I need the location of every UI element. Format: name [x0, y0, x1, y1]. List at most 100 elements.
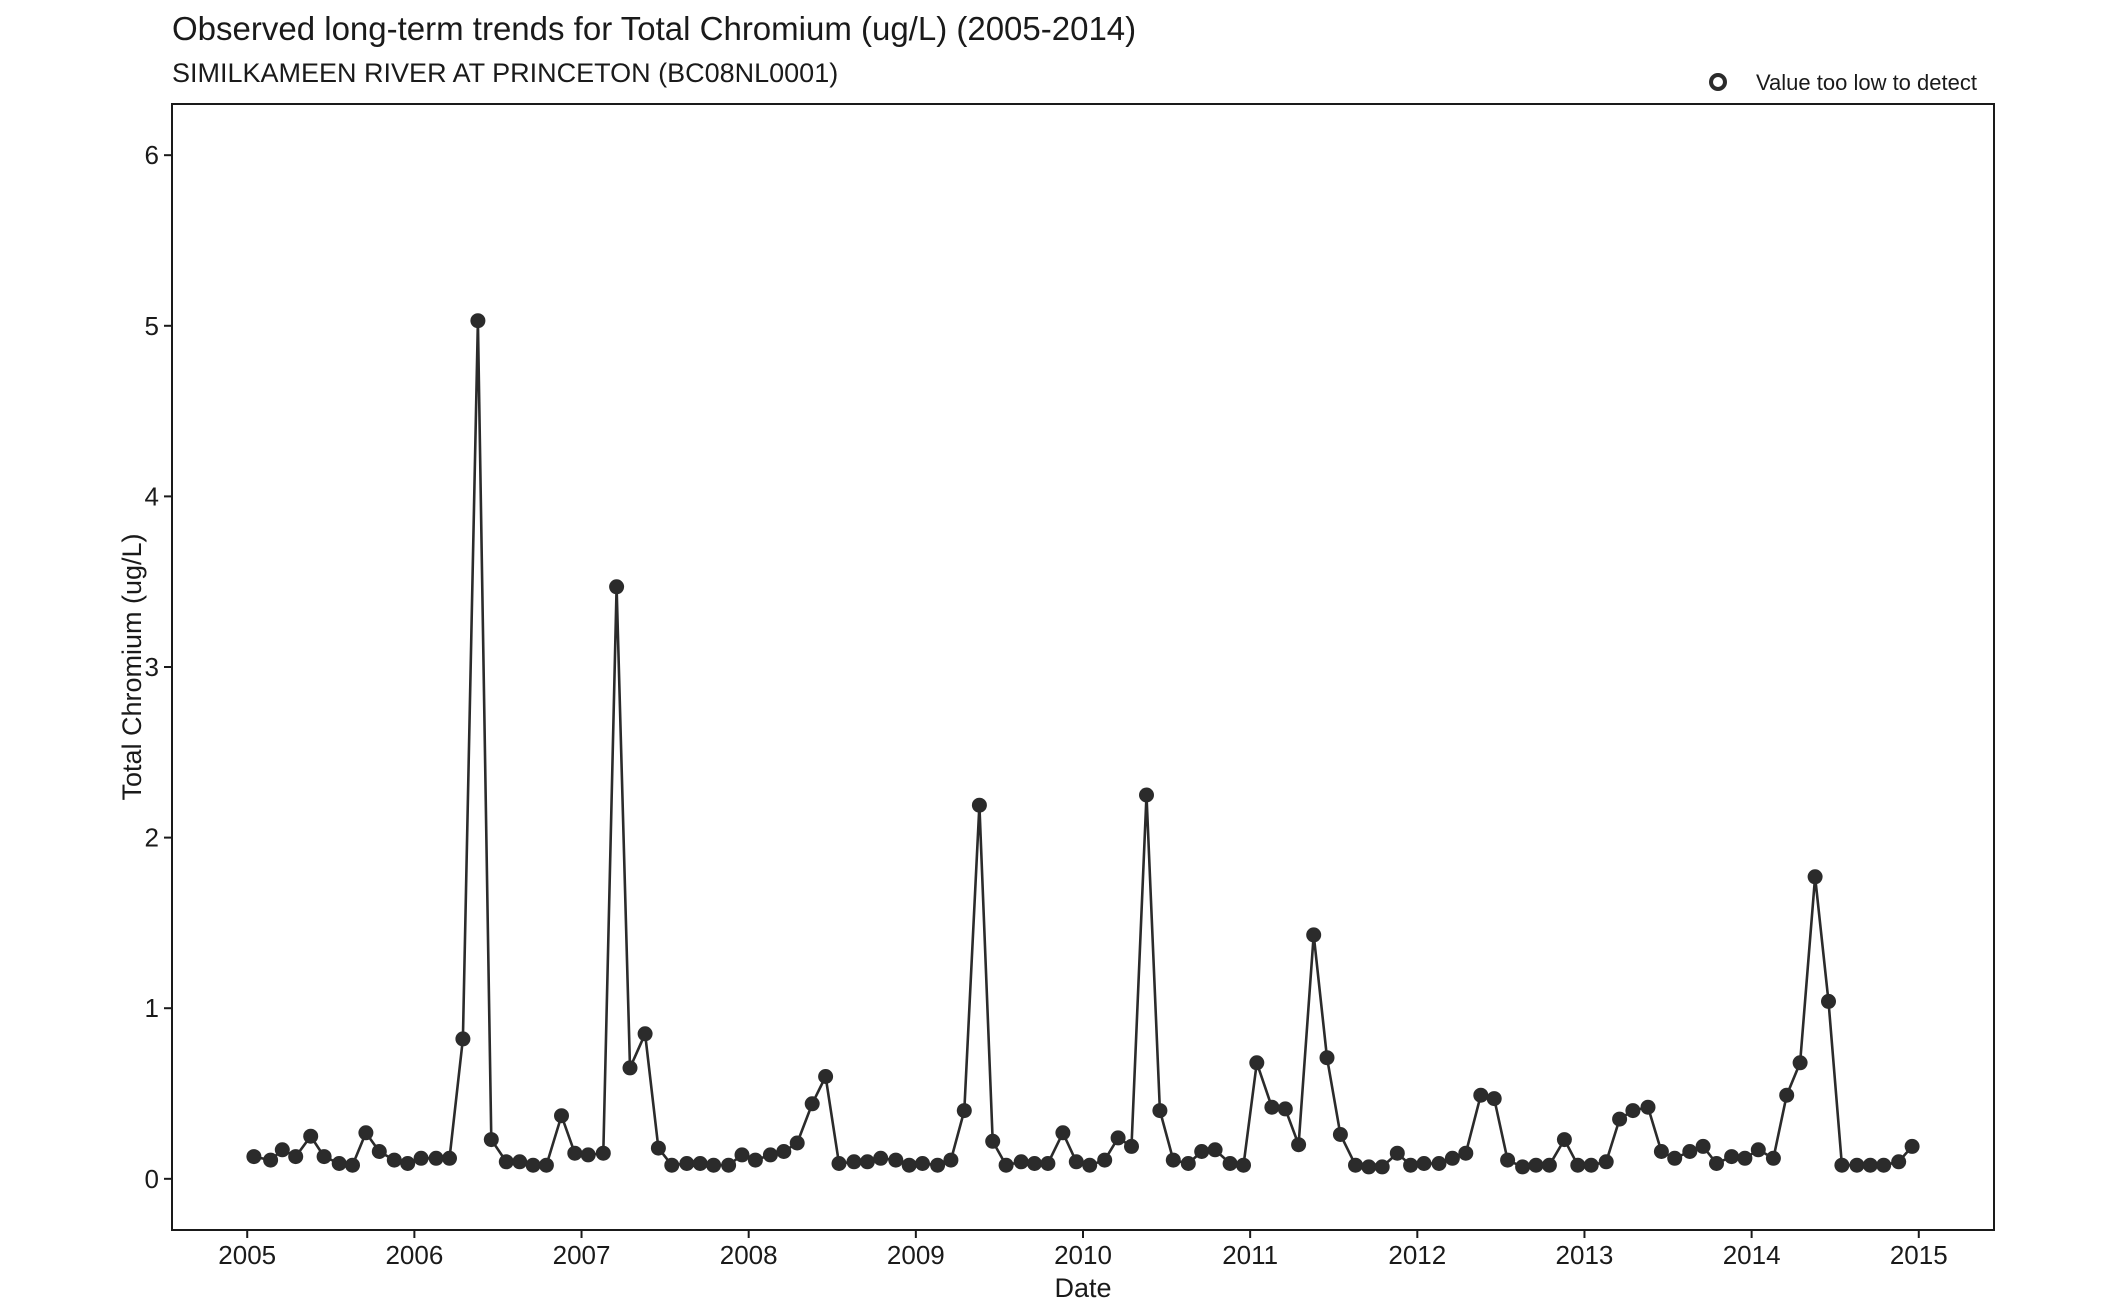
y-axis-title: Total Chromium (ug/L) [117, 533, 147, 800]
data-point [483, 1132, 499, 1148]
y-axis: 0 1 2 3 4 5 6 [145, 140, 172, 1194]
chart-title: Observed long-term trends for Total Chro… [172, 10, 1136, 47]
data-point [1876, 1157, 1892, 1173]
data-point [1862, 1157, 1878, 1173]
data-point [345, 1157, 360, 1173]
data-point [580, 1147, 596, 1163]
data-point [525, 1157, 541, 1173]
data-point [971, 797, 987, 813]
data-point [1695, 1138, 1711, 1154]
data-point [1515, 1159, 1531, 1175]
data-point [1682, 1144, 1698, 1159]
data-point [1389, 1145, 1405, 1161]
data-point [1306, 927, 1322, 943]
data-point [1068, 1154, 1084, 1170]
data-point [316, 1149, 332, 1165]
data-point [263, 1152, 279, 1168]
x-tick-label: 2007 [553, 1240, 611, 1270]
data-point [1709, 1156, 1724, 1171]
data-point [1541, 1157, 1557, 1173]
data-point [442, 1150, 457, 1166]
data-point [1598, 1154, 1614, 1170]
data-point [1097, 1152, 1113, 1168]
data-point [538, 1157, 554, 1173]
data-point [1570, 1157, 1586, 1173]
data-point [664, 1157, 680, 1173]
data-point [1486, 1091, 1502, 1107]
data-point [1724, 1149, 1740, 1165]
data-point [915, 1156, 930, 1171]
data-point [818, 1069, 834, 1084]
y-tick-label: 0 [145, 1164, 159, 1194]
data-point [1821, 993, 1836, 1009]
data-point [1374, 1159, 1390, 1175]
data-point [1332, 1127, 1348, 1142]
data-point [1765, 1150, 1781, 1166]
legend: Value too low to detect [1709, 70, 1977, 95]
data-point [650, 1140, 666, 1156]
data-point [1792, 1055, 1808, 1071]
data-point [1040, 1156, 1056, 1171]
data-point [512, 1154, 528, 1170]
data-point [706, 1157, 722, 1173]
x-tick-label: 2005 [218, 1240, 276, 1270]
data-point [762, 1147, 778, 1163]
y-tick-label: 3 [145, 652, 159, 682]
data-point [1473, 1087, 1489, 1103]
data-point [1444, 1150, 1460, 1166]
data-point [1264, 1099, 1280, 1115]
data-point [400, 1156, 416, 1171]
data-point [1779, 1087, 1795, 1103]
x-axis: 2005 2006 2007 2008 2009 2010 2011 2012 2013 2014… [218, 1230, 1948, 1270]
data-point [859, 1154, 875, 1170]
data-point [873, 1150, 889, 1166]
data-point [1807, 869, 1823, 885]
data-point [637, 1026, 653, 1042]
data-point [1583, 1157, 1599, 1173]
x-tick-label: 2010 [1054, 1240, 1112, 1270]
data-point [1236, 1157, 1251, 1173]
y-tick-label: 1 [145, 993, 159, 1023]
data-point [1667, 1150, 1683, 1166]
y-tick-label: 5 [145, 311, 159, 341]
data-point [901, 1157, 917, 1173]
x-tick-label: 2015 [1890, 1240, 1948, 1270]
data-point [1640, 1099, 1656, 1115]
series-layer [246, 313, 1920, 1175]
x-axis-title: Date [1054, 1273, 1111, 1303]
data-point [998, 1157, 1014, 1173]
data-point [371, 1144, 387, 1159]
y-tick-label: 6 [145, 140, 159, 170]
data-point [1849, 1157, 1865, 1173]
data-point [1013, 1154, 1029, 1170]
x-tick-label: 2012 [1388, 1240, 1446, 1270]
data-point [1152, 1103, 1168, 1119]
data-point [274, 1142, 290, 1158]
data-point [1750, 1142, 1766, 1158]
legend-label: Value too low to detect [1756, 70, 1977, 95]
plot-panel [171, 103, 1995, 1231]
x-tick-label: 2008 [720, 1240, 778, 1270]
data-point [386, 1152, 402, 1168]
data-point [1625, 1103, 1641, 1119]
data-point [1207, 1142, 1223, 1158]
data-point [734, 1147, 750, 1163]
data-point [1165, 1152, 1181, 1168]
data-point [1222, 1156, 1238, 1171]
data-point [1500, 1152, 1516, 1168]
x-tick-label: 2013 [1556, 1240, 1614, 1270]
x-tick-label: 2014 [1723, 1240, 1781, 1270]
x-tick-label: 2009 [887, 1240, 945, 1270]
data-point [554, 1108, 569, 1124]
data-point [358, 1125, 374, 1141]
data-point [1834, 1157, 1850, 1173]
data-point [1431, 1156, 1447, 1171]
data-point [470, 313, 486, 329]
data-point [288, 1149, 304, 1165]
data-point [567, 1145, 583, 1161]
data-point [804, 1096, 820, 1112]
data-point [1904, 1138, 1920, 1154]
data-point [1082, 1157, 1098, 1173]
legend-open-circle-marker [1709, 73, 1727, 91]
